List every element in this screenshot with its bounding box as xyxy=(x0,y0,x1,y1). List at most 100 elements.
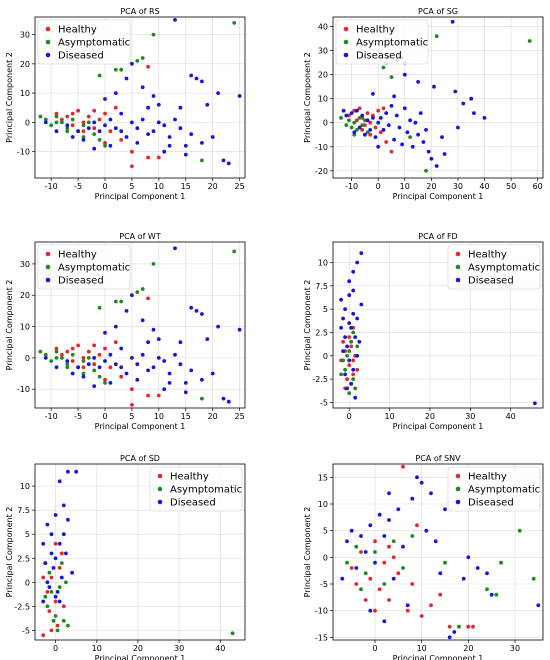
data-point xyxy=(472,111,476,115)
series-diseased xyxy=(43,246,242,404)
legend-label: Asymptomatic xyxy=(58,38,130,49)
data-point xyxy=(162,387,167,392)
data-point xyxy=(156,393,161,398)
legend-label: Healthy xyxy=(468,472,507,483)
data-point xyxy=(178,340,183,345)
data-point xyxy=(49,628,54,633)
x-tick-label: 60 xyxy=(533,182,543,191)
data-point xyxy=(408,135,412,140)
data-point xyxy=(378,130,383,135)
x-tick-label: -10 xyxy=(45,182,58,191)
data-point xyxy=(53,556,58,561)
data-point xyxy=(343,372,347,377)
y-tick-label: 7.5 xyxy=(315,282,328,291)
data-point xyxy=(401,544,405,549)
data-point xyxy=(368,127,373,132)
data-point xyxy=(189,73,194,78)
data-point xyxy=(151,32,156,37)
data-point xyxy=(41,633,46,638)
data-point xyxy=(130,293,134,298)
data-point xyxy=(499,560,503,565)
legend-marker xyxy=(45,251,51,257)
chart-title: PCA of SNV xyxy=(415,454,461,463)
data-point xyxy=(140,117,145,122)
data-point xyxy=(146,393,151,398)
data-point xyxy=(53,614,58,618)
data-point xyxy=(54,129,59,134)
legend-label: Asymptomatic xyxy=(170,485,242,496)
data-point xyxy=(130,120,134,125)
data-point xyxy=(226,161,231,166)
y-axis-label: Principal Component 2 xyxy=(303,280,312,371)
data-point xyxy=(351,288,356,293)
data-point xyxy=(119,374,124,379)
data-point xyxy=(55,628,60,633)
legend-marker xyxy=(343,52,349,58)
data-point xyxy=(221,158,226,163)
data-point xyxy=(49,359,54,363)
x-axis-label: Principal Component 1 xyxy=(393,192,484,201)
data-point xyxy=(347,293,352,298)
data-point xyxy=(377,512,382,517)
data-point xyxy=(376,144,381,149)
data-point xyxy=(387,544,391,549)
chart-title: PCA of SD xyxy=(120,454,160,463)
data-point xyxy=(54,346,59,351)
legend-label: Healthy xyxy=(58,25,97,36)
data-point xyxy=(433,539,438,544)
y-axis-label: Principal Component 2 xyxy=(5,52,14,143)
x-tick-label: 25 xyxy=(235,412,245,421)
data-point xyxy=(70,346,75,351)
data-point xyxy=(49,551,54,556)
data-point xyxy=(140,352,145,357)
legend: Healthy Asymptomatic Diseased xyxy=(447,244,541,290)
data-point xyxy=(156,155,161,160)
data-point xyxy=(130,149,134,154)
data-point xyxy=(81,129,86,134)
data-point xyxy=(351,269,356,274)
data-point xyxy=(60,352,64,357)
data-point xyxy=(53,594,58,599)
data-point xyxy=(373,539,377,544)
series-diseased xyxy=(41,469,79,604)
data-point xyxy=(230,631,235,636)
data-point xyxy=(38,349,43,354)
data-point xyxy=(135,290,140,294)
data-point xyxy=(124,371,129,376)
data-point xyxy=(349,325,354,330)
data-point xyxy=(410,582,415,586)
data-point xyxy=(113,126,118,131)
y-tick-label: 10 xyxy=(318,95,328,104)
data-point xyxy=(59,551,64,556)
data-point xyxy=(81,365,86,370)
data-point xyxy=(97,374,102,379)
data-point xyxy=(66,623,70,628)
data-point xyxy=(103,111,107,116)
data-point xyxy=(178,362,183,367)
data-point xyxy=(429,156,434,161)
data-point xyxy=(119,346,124,351)
data-point xyxy=(368,120,373,125)
data-point xyxy=(355,316,360,321)
y-tick-label: 0 xyxy=(323,119,328,128)
x-tick-label: 20 xyxy=(133,644,143,653)
data-point xyxy=(70,570,74,575)
data-point xyxy=(86,362,91,367)
data-point xyxy=(59,575,64,580)
data-point xyxy=(76,108,80,113)
data-point xyxy=(156,337,161,341)
y-tick-label: 5 xyxy=(323,305,328,314)
data-point xyxy=(368,608,373,613)
data-point xyxy=(349,381,354,386)
data-point xyxy=(108,381,113,385)
y-tick-label: -20 xyxy=(315,167,328,176)
data-point xyxy=(57,566,62,570)
data-point xyxy=(103,377,107,382)
data-point xyxy=(347,358,352,363)
data-point xyxy=(156,102,161,107)
data-point xyxy=(360,127,365,132)
data-point xyxy=(447,635,452,640)
data-point xyxy=(415,523,419,528)
legend-label: Healthy xyxy=(170,472,209,483)
